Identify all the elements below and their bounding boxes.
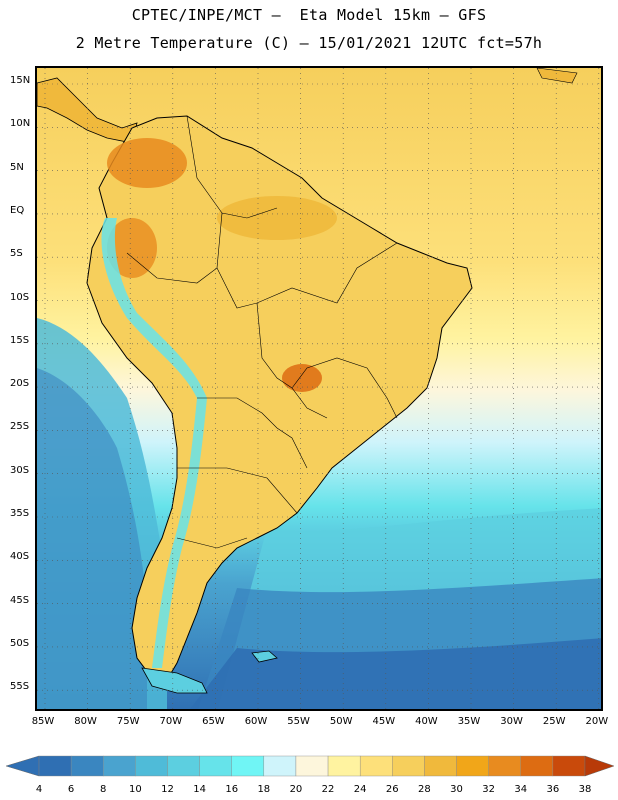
colorbar-tick-label: 34 <box>514 784 528 795</box>
latitude-label: 45S <box>10 594 30 606</box>
longitude-label: 50W <box>329 716 353 727</box>
latitude-label: 55S <box>10 681 30 693</box>
colorbar-segment <box>359 755 393 777</box>
hot-zone-peru <box>107 218 157 278</box>
latitude-label: 15S <box>10 334 30 346</box>
colorbar-tick-label: 18 <box>257 784 271 795</box>
colorbar-tick-label: 22 <box>321 784 335 795</box>
colorbar-segment <box>295 755 329 777</box>
colorbar-segment <box>552 755 586 777</box>
andes-cold-strip <box>101 218 207 668</box>
colorbar-segment <box>520 755 554 777</box>
hot-zone-pantanal <box>282 364 322 392</box>
latitude-label: 5N <box>10 161 24 173</box>
colorbar-tick-label: 32 <box>482 784 495 795</box>
colorbar-min-arrow <box>5 755 40 777</box>
latitude-label: 5S <box>10 248 23 260</box>
colorbar-segment <box>135 755 168 777</box>
colorbar-segment <box>424 755 457 777</box>
temperature-map-canvas <box>37 68 601 709</box>
colorbar-tick-label: 24 <box>353 784 367 795</box>
longitude-label: 30W <box>500 716 523 727</box>
colorbar-tick-label: 12 <box>161 784 174 795</box>
longitude-label: 80W <box>74 716 97 727</box>
pacific-colder-zone <box>37 368 147 709</box>
colorbar-tick-label: 6 <box>67 784 75 795</box>
warm-zone-amazon <box>217 196 337 240</box>
longitude-label: 55W <box>287 716 310 727</box>
colorbar-segment <box>392 755 425 777</box>
colorbar-segment <box>327 755 361 777</box>
hot-zone-colombia <box>107 138 187 188</box>
colorbar-tick-label: 36 <box>546 784 560 795</box>
colorbar-tick-label: 16 <box>225 784 239 795</box>
longitude-label: 60W <box>244 716 268 727</box>
longitude-label: 65W <box>202 716 225 727</box>
caribbean-island <box>536 68 578 84</box>
colorbar-segment <box>167 755 200 777</box>
latitude-label: 20S <box>10 378 30 390</box>
colorbar-segment <box>456 755 489 777</box>
chart-title-line-2: 2 Metre Temperature (C) – 15/01/2021 12U… <box>75 34 543 52</box>
colorbar-tick-label: 10 <box>128 784 142 795</box>
colorbar-segment <box>263 755 297 777</box>
colorbar-segment <box>38 755 72 777</box>
latitude-label: 50S <box>10 637 30 649</box>
longitude-label: 20W <box>585 716 609 727</box>
atlantic-coldest-band <box>190 638 601 709</box>
colorbar-segment <box>199 755 232 777</box>
chart-title-line-1: CPTEC/INPE/MCT – Eta Model 15km – GFS <box>131 6 487 24</box>
longitude-label: 75W <box>116 716 140 727</box>
temperature-map <box>35 66 603 711</box>
tierra-del-fuego <box>141 667 208 694</box>
longitude-label: 85W <box>31 716 55 727</box>
colorbar-tick-label: 26 <box>385 784 399 795</box>
colorbar-segment <box>231 755 265 777</box>
colorbar-segment <box>103 755 136 777</box>
country-borders <box>126 115 398 549</box>
colorbar <box>5 755 615 777</box>
longitude-label: 45W <box>372 716 396 727</box>
longitude-label: 25W <box>542 716 566 727</box>
latitude-label: 10S <box>10 291 30 303</box>
latitude-label: 30S <box>10 464 30 476</box>
latitude-label: 35S <box>10 508 30 519</box>
longitude-label: 40W <box>415 716 438 727</box>
colorbar-tick-label: 38 <box>578 784 592 795</box>
longitude-label: 35W <box>457 716 481 727</box>
longitude-label: 70W <box>159 716 183 727</box>
latitude-label: 40S <box>10 551 30 563</box>
colorbar-tick-label: 4 <box>35 784 43 795</box>
colorbar-segment <box>70 755 104 777</box>
colorbar-tick-label: 8 <box>100 784 107 795</box>
colorbar-tick-label: 30 <box>450 784 463 795</box>
colorbar-segment <box>488 755 521 777</box>
colorbar-tick-label: 14 <box>193 784 206 795</box>
colorbar-tick-label: 28 <box>418 784 431 795</box>
latitude-label: 25S <box>10 421 30 433</box>
colorbar-tick-label: 20 <box>289 784 303 795</box>
latitude-label: 10N <box>10 118 31 130</box>
latitude-label: EQ <box>10 204 25 216</box>
latitude-label: 15N <box>10 75 31 86</box>
colorbar-max-arrow <box>584 755 615 777</box>
